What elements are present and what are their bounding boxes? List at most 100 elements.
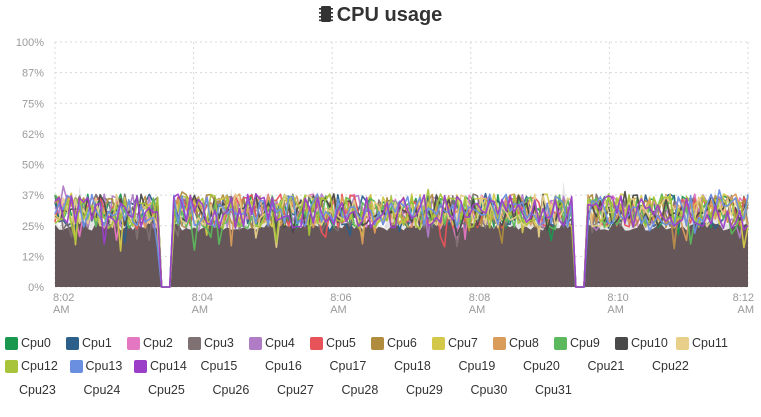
legend-label: Cpu6 bbox=[387, 336, 417, 350]
legend-item-cpu20[interactable]: Cpu20 bbox=[523, 359, 560, 373]
legend-item-cpu1[interactable]: Cpu1 bbox=[66, 336, 112, 350]
legend-label: Cpu16 bbox=[265, 359, 302, 373]
x-tick-ampm: AM bbox=[607, 304, 624, 316]
legend-item-cpu30[interactable]: Cpu30 bbox=[471, 383, 508, 397]
x-tick-label: 8:12 bbox=[733, 292, 754, 304]
legend-label: Cpu19 bbox=[458, 359, 496, 373]
legend-item-cpu9[interactable]: Cpu9 bbox=[554, 336, 600, 350]
legend-item-cpu22[interactable]: Cpu22 bbox=[652, 359, 689, 373]
legend-swatch bbox=[676, 336, 689, 350]
legend-item-cpu28[interactable]: Cpu28 bbox=[342, 383, 379, 397]
x-tick-ampm: AM bbox=[738, 304, 755, 316]
legend-swatch bbox=[69, 359, 83, 373]
legend-item-cpu4[interactable]: Cpu4 bbox=[249, 336, 295, 350]
legend-item-cpu5[interactable]: Cpu5 bbox=[310, 336, 356, 350]
legend-item-cpu26[interactable]: Cpu26 bbox=[213, 383, 250, 397]
legend-label: Cpu11 bbox=[692, 336, 728, 350]
legend-item-cpu15[interactable]: Cpu15 bbox=[201, 359, 238, 373]
x-tick-ampm: AM bbox=[192, 304, 209, 316]
legend-swatch bbox=[371, 336, 384, 350]
legend-label: Cpu7 bbox=[448, 336, 478, 350]
legend-label: Cpu4 bbox=[265, 336, 295, 350]
legend-swatch bbox=[66, 336, 79, 350]
legend-item-cpu2[interactable]: Cpu2 bbox=[127, 336, 173, 350]
legend-label: Cpu22 bbox=[652, 359, 689, 373]
legend-item-cpu8[interactable]: Cpu8 bbox=[493, 336, 539, 350]
legend-item-cpu31[interactable]: Cpu31 bbox=[535, 383, 572, 397]
x-tick-label: 8:10 bbox=[607, 292, 628, 304]
legend-label: Cpu10 bbox=[631, 336, 668, 350]
x-tick-label: 8:02 bbox=[53, 292, 74, 304]
legend-label: Cpu15 bbox=[200, 359, 238, 373]
legend-label: Cpu25 bbox=[148, 383, 185, 397]
y-tick-label: 87% bbox=[22, 68, 44, 80]
legend-item-cpu24[interactable]: Cpu24 bbox=[84, 383, 121, 397]
cpu-chip-icon bbox=[318, 6, 333, 22]
y-tick-label: 75% bbox=[22, 98, 44, 110]
legend-item-cpu23[interactable]: Cpu23 bbox=[19, 383, 56, 397]
legend-swatch bbox=[5, 336, 18, 350]
legend-swatch bbox=[5, 359, 18, 373]
legend-item-cpu11[interactable]: Cpu11 bbox=[676, 336, 728, 350]
legend-swatch bbox=[615, 336, 628, 350]
legend-label: Cpu8 bbox=[509, 336, 539, 350]
legend-item-cpu0[interactable]: Cpu0 bbox=[5, 336, 51, 350]
legend-swatch bbox=[134, 359, 147, 373]
legend-label: Cpu1 bbox=[82, 336, 112, 350]
legend-item-cpu21[interactable]: Cpu21 bbox=[588, 359, 625, 373]
legend-label: Cpu20 bbox=[523, 359, 560, 373]
series-area-fill bbox=[55, 220, 748, 287]
legend-label: Cpu27 bbox=[277, 383, 314, 397]
legend-item-cpu13[interactable]: Cpu13 bbox=[69, 359, 123, 373]
legend-label: Cpu18 bbox=[394, 359, 431, 373]
legend-item-cpu6[interactable]: Cpu6 bbox=[371, 336, 417, 350]
legend-label: Cpu13 bbox=[85, 359, 123, 373]
legend-label: Cpu23 bbox=[19, 383, 56, 397]
legend-label: Cpu30 bbox=[470, 383, 508, 397]
legend-label: Cpu14 bbox=[150, 359, 187, 373]
legend-swatch bbox=[493, 336, 506, 350]
legend-label: Cpu21 bbox=[587, 359, 625, 373]
chart-title-text: CPU usage bbox=[336, 4, 443, 26]
legend-label: Cpu2 bbox=[143, 336, 173, 350]
y-tick-label: 50% bbox=[22, 160, 44, 172]
legend-label: Cpu29 bbox=[406, 383, 443, 397]
legend-label: Cpu3 bbox=[204, 336, 234, 350]
y-tick-label: 37% bbox=[22, 190, 44, 202]
legend-item-cpu3[interactable]: Cpu3 bbox=[188, 336, 234, 350]
legend-item-cpu7[interactable]: Cpu7 bbox=[432, 336, 478, 350]
x-tick-label: 8:08 bbox=[469, 292, 490, 304]
legend-label: Cpu17 bbox=[329, 359, 367, 373]
y-tick-label: 100% bbox=[16, 37, 44, 49]
legend-item-cpu10[interactable]: Cpu10 bbox=[615, 336, 668, 350]
legend-label: Cpu24 bbox=[83, 383, 121, 397]
x-tick-label: 8:06 bbox=[330, 292, 351, 304]
legend-label: Cpu28 bbox=[341, 383, 379, 397]
x-tick-ampm: AM bbox=[330, 304, 347, 316]
legend-swatch bbox=[554, 336, 567, 350]
cpu-usage-chart: 100%87%75%62%50%37%25%12%0%8:02AM8:04AM8… bbox=[16, 37, 755, 316]
legend-item-cpu29[interactable]: Cpu29 bbox=[406, 383, 443, 397]
y-tick-label: 12% bbox=[22, 251, 44, 263]
y-tick-label: 25% bbox=[22, 221, 44, 233]
x-tick-label: 8:04 bbox=[192, 292, 213, 304]
legend-item-cpu27[interactable]: Cpu27 bbox=[277, 383, 314, 397]
legend-item-cpu25[interactable]: Cpu25 bbox=[148, 383, 185, 397]
chart-title: CPU usage bbox=[0, 3, 761, 27]
y-tick-label: 62% bbox=[22, 129, 44, 141]
legend-item-cpu16[interactable]: Cpu16 bbox=[265, 359, 302, 373]
legend-label: Cpu31 bbox=[535, 383, 572, 397]
x-tick-ampm: AM bbox=[469, 304, 486, 316]
legend-swatch bbox=[188, 336, 201, 350]
legend-swatch bbox=[127, 336, 140, 350]
legend-item-cpu19[interactable]: Cpu19 bbox=[459, 359, 496, 373]
x-tick-ampm: AM bbox=[53, 304, 70, 316]
y-tick-label: 0% bbox=[28, 282, 44, 294]
legend-item-cpu14[interactable]: Cpu14 bbox=[134, 359, 187, 373]
legend-item-cpu12[interactable]: Cpu12 bbox=[5, 359, 58, 373]
legend-label: Cpu5 bbox=[326, 336, 356, 350]
legend-item-cpu18[interactable]: Cpu18 bbox=[394, 359, 431, 373]
legend-item-cpu17[interactable]: Cpu17 bbox=[330, 359, 367, 373]
series-line-cpu14 bbox=[54, 193, 749, 288]
legend-label: Cpu9 bbox=[570, 336, 600, 350]
